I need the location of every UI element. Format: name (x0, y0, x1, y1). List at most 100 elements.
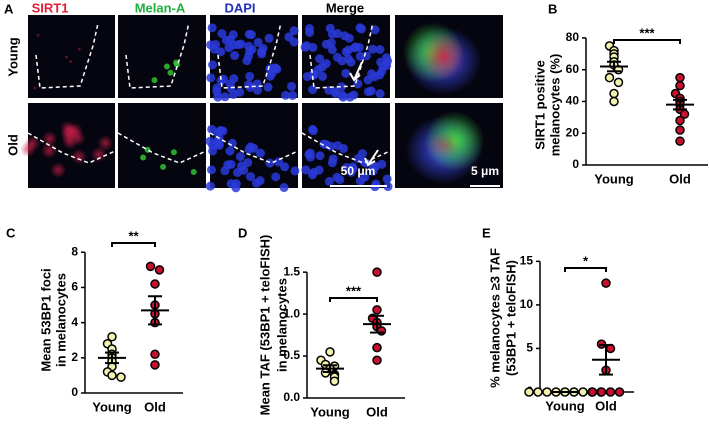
boundary (217, 24, 282, 89)
micrograph (205, 103, 300, 193)
nucleus (281, 90, 291, 100)
data-point (325, 347, 335, 357)
y-axis-label: melanocytes (%) (547, 54, 562, 157)
signal (90, 146, 107, 163)
nucleus (375, 89, 385, 99)
dot-plot: D Mean TAF (53BP1 + teloFISH) in melanocyt… (238, 225, 405, 419)
nucleus (217, 29, 227, 39)
cell (421, 32, 466, 81)
micrograph (28, 15, 115, 98)
nucleus (220, 166, 230, 176)
data-point (613, 77, 624, 88)
data-point (614, 387, 625, 397)
nucleus (244, 145, 254, 155)
micrograph (117, 103, 207, 188)
signal (77, 47, 82, 52)
nucleus (231, 183, 241, 193)
x-tick-label: Young (545, 398, 585, 413)
nucleus (211, 40, 221, 50)
nucleus (370, 72, 380, 82)
nucleus (215, 126, 225, 136)
signal (50, 162, 67, 179)
nucleus (355, 176, 365, 186)
data-point (372, 342, 382, 353)
nucleus (212, 83, 222, 93)
nucleus (246, 172, 256, 182)
scale-label: 50 μm (341, 164, 376, 178)
data-point (372, 267, 382, 277)
panel-a: A SIRT1 Melan-A DAPI Merge Young Old 50 … (4, 0, 503, 193)
nucleus (363, 87, 373, 97)
signal (41, 130, 58, 147)
nucleus (317, 71, 327, 81)
data-point (372, 355, 382, 365)
data-point (542, 387, 552, 397)
channel-label: DAPI (224, 0, 255, 15)
data-point (601, 278, 611, 288)
y-tick-label: 20 (566, 125, 580, 139)
nucleus (220, 92, 230, 102)
micrograph (395, 15, 503, 98)
signal (32, 85, 37, 90)
nucleus (213, 140, 223, 150)
nucleus (308, 85, 318, 95)
nucleus (288, 91, 298, 101)
nucleus (330, 87, 340, 97)
dot-plot: B SIRT1 positive melanocytes (%) 0 20 40 60 80 Y… (532, 1, 708, 186)
nucleus (225, 79, 235, 89)
significance-label: ** (128, 228, 139, 243)
micrograph (206, 15, 299, 102)
data-point (675, 136, 685, 146)
nucleus (321, 59, 331, 69)
nucleus (324, 176, 334, 186)
data-point (329, 376, 340, 386)
panel-label: C (6, 225, 16, 240)
nucleus (274, 157, 284, 167)
nucleus (255, 148, 265, 158)
channel-label: Melan-A (135, 0, 186, 15)
signal (151, 77, 158, 84)
arrow (364, 149, 379, 167)
micrograph (395, 103, 503, 188)
y-tick-label: 40 (566, 94, 580, 108)
micrograph (118, 15, 206, 98)
nucleus (226, 159, 236, 169)
nucleus (230, 51, 240, 61)
nucleus (251, 178, 261, 188)
y-axis-label: (53BP1 + teloFISH) (503, 260, 518, 376)
x-tick-label: Young (594, 171, 634, 186)
nucleus (284, 32, 294, 42)
nucleus (319, 139, 329, 149)
significance-bar (329, 297, 378, 302)
y-tick-label: 10 (520, 297, 534, 311)
nucleus (368, 166, 378, 176)
x-tick-label: Young (92, 399, 132, 414)
nucleus (243, 158, 253, 168)
nucleus (357, 24, 367, 34)
significance-bar (111, 242, 156, 247)
nucleus (208, 60, 218, 70)
nucleus (315, 54, 325, 64)
row-label: Young (5, 37, 20, 77)
nucleus (235, 87, 245, 97)
nucleus (343, 54, 353, 64)
data-point (154, 265, 165, 275)
nucleus (227, 138, 237, 148)
nucleus (221, 35, 231, 45)
nucleus (253, 85, 263, 95)
data-point (107, 331, 117, 342)
data-point (675, 80, 685, 91)
nucleus (213, 92, 223, 102)
channel-label: SIRT1 (32, 0, 69, 15)
nucleus (326, 38, 336, 48)
signal (59, 120, 76, 137)
nucleus (206, 165, 216, 175)
nucleus (353, 79, 363, 89)
nucleus (246, 30, 256, 40)
nucleus (309, 167, 319, 177)
boundary (125, 24, 190, 89)
nucleus (287, 81, 297, 91)
nucleus (308, 42, 318, 52)
nucleus (383, 182, 393, 192)
